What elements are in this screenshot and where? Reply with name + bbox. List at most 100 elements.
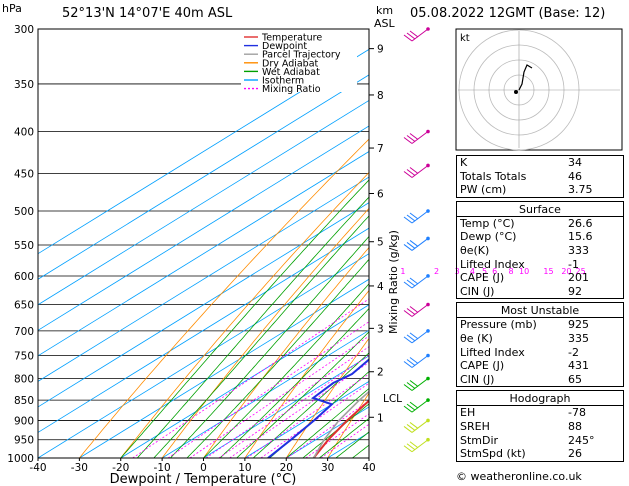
pressure-tick-label: 550	[14, 240, 34, 252]
most-unstable-label: Lifted Index	[460, 345, 525, 359]
hodograph-title: Hodograph	[457, 391, 623, 407]
wet-adiabat	[302, 403, 369, 458]
wind-barb-flag	[403, 310, 413, 317]
pressure-tick-label: 800	[14, 373, 34, 385]
most-unstable-row: Pressure (mb) 925	[457, 318, 623, 332]
wet-adiabat	[120, 179, 369, 458]
hodograph: kt	[455, 28, 623, 151]
pressure-tick-label: 850	[14, 395, 34, 407]
wind-barb-staff	[411, 330, 429, 344]
km-tick-label: 3	[377, 323, 384, 335]
surface-row: θe(K) 333	[457, 244, 623, 258]
isotherm	[244, 380, 369, 458]
wind-barb-flag	[403, 216, 413, 224]
most-unstable-title: Most Unstable	[457, 303, 623, 319]
hodograph-row: StmDir 245°	[457, 434, 623, 448]
km-tick-label: 4	[377, 281, 384, 293]
wind-barb-flag	[409, 277, 419, 285]
surface-value: 26.6	[568, 216, 593, 230]
hodograph-label: StmDir	[460, 433, 499, 447]
legend-item: Mixing Ratio	[262, 84, 321, 95]
hodograph-value: 88	[568, 419, 582, 433]
isotherm	[79, 278, 369, 458]
wind-barb-staff	[411, 131, 429, 144]
wind-barb-staff	[411, 355, 429, 368]
wind-barb-flag	[406, 424, 416, 431]
mixing-ratio-line	[205, 346, 369, 458]
hodograph-frame	[455, 28, 623, 151]
surface-value: 15.6	[568, 230, 593, 244]
wind-barb-flag	[409, 380, 419, 387]
wind-barb-flag	[406, 32, 416, 40]
units-km: km	[376, 4, 393, 17]
index-row: PW (cm) 3.75	[457, 183, 623, 197]
hodograph-value: -78	[568, 406, 586, 420]
hodograph-label: EH	[460, 406, 476, 420]
wind-barb-flag	[406, 169, 416, 176]
surface-value: 92	[568, 284, 582, 298]
wind-barb-flag	[409, 212, 419, 220]
wind-barb-flag	[409, 240, 419, 247]
hodograph-row: EH -78	[457, 406, 623, 420]
units-hpa: hPa	[2, 2, 22, 15]
wind-barb-flag	[406, 403, 416, 411]
wind-barb-flag	[406, 382, 416, 389]
legend-item: Dry Adiabat	[262, 58, 319, 69]
x-axis-label: Dewpoint / Temperature (°C)	[110, 472, 297, 486]
wind-barb-flag	[409, 332, 419, 340]
dry-adiabat	[79, 138, 369, 458]
most-unstable-row: CAPE (J) 431	[457, 359, 623, 373]
wet-adiabat	[219, 307, 369, 458]
wind-barb-flag	[406, 334, 416, 342]
legend-item: Parcel Trajectory	[262, 50, 341, 61]
wind-barb-flag	[406, 308, 416, 315]
index-value: 3.75	[568, 183, 593, 197]
pressure-tick-label: 300	[14, 24, 34, 36]
hodograph-storm-motion	[514, 90, 518, 94]
mixing-ratio-label: 10	[519, 267, 529, 276]
wind-barb-flag	[403, 244, 413, 251]
most-unstable-value: 431	[568, 359, 589, 373]
most-unstable-label: Pressure (mb)	[460, 318, 537, 332]
mixing-ratio-label: 3	[455, 267, 460, 276]
km-tick-label: 2	[377, 367, 384, 379]
pressure-tick-label: 1000	[7, 453, 34, 465]
pressure-tick-label: 650	[14, 300, 34, 312]
most-unstable-row: θe (K) 335	[457, 332, 623, 346]
pressure-tick-label: 350	[14, 79, 34, 91]
isotherm	[38, 125, 369, 331]
mixing-ratio-label: 5	[482, 267, 487, 276]
most-unstable-value: -2	[568, 345, 579, 359]
wind-barb-flag	[403, 405, 413, 413]
most-unstable-value: 335	[568, 331, 589, 345]
mixing-ratio-label: 6	[492, 267, 497, 276]
wind-barb-flag	[409, 30, 419, 38]
hodograph-trace	[518, 64, 533, 91]
wind-barb-staff	[411, 420, 429, 433]
stats-panel: K 34 Totals Totals 46 PW (cm) 3.75 Surface Te…	[456, 155, 624, 465]
x-tick-label: 10	[238, 462, 251, 474]
pressure-tick-label: 500	[14, 206, 34, 218]
x-tick-label: 20	[280, 462, 293, 474]
most-unstable-label: CIN (J)	[460, 372, 495, 386]
surface-label: θe(K)	[460, 243, 490, 257]
km-tick-label: 1	[377, 412, 384, 424]
dry-adiabat	[285, 337, 369, 458]
hodograph-value: 245°	[568, 433, 595, 447]
surface-title: Surface	[457, 202, 623, 217]
wind-barb-staff	[411, 378, 429, 391]
mixing-ratio-label: 20	[561, 267, 571, 276]
legend-box	[241, 30, 357, 92]
surface-label: Lifted Index	[460, 257, 525, 271]
mixing-ratio-line	[305, 413, 369, 458]
wind-barb-flag	[409, 133, 419, 140]
wet-adiabat	[286, 387, 369, 458]
wind-barb-staff	[411, 399, 429, 413]
most-unstable-value: 65	[568, 372, 582, 386]
km-tick-label: 7	[377, 143, 384, 155]
credit-text: © weatheronline.co.uk	[456, 470, 582, 483]
wind-barb-flag	[409, 167, 419, 174]
mixing-ratio-line	[218, 354, 369, 458]
x-tick-label: 30	[321, 462, 334, 474]
